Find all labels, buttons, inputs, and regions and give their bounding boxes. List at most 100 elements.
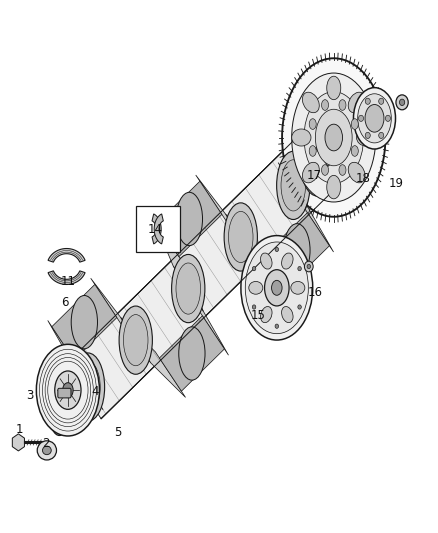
Ellipse shape: [353, 87, 396, 149]
Ellipse shape: [71, 353, 105, 421]
Text: 16: 16: [308, 286, 323, 298]
Circle shape: [385, 115, 390, 122]
Ellipse shape: [224, 203, 258, 271]
Polygon shape: [48, 271, 85, 285]
Ellipse shape: [339, 100, 346, 110]
Ellipse shape: [282, 253, 293, 269]
Ellipse shape: [358, 94, 391, 143]
Circle shape: [399, 99, 405, 106]
Ellipse shape: [36, 344, 99, 436]
Circle shape: [396, 95, 408, 110]
Ellipse shape: [42, 446, 51, 455]
Text: 11: 11: [60, 275, 75, 288]
Ellipse shape: [176, 192, 202, 246]
Polygon shape: [316, 130, 347, 166]
Polygon shape: [265, 213, 329, 288]
Ellipse shape: [265, 270, 289, 306]
Ellipse shape: [71, 295, 98, 349]
Ellipse shape: [339, 165, 346, 175]
Polygon shape: [152, 214, 161, 244]
Text: 6: 6: [61, 296, 69, 309]
Ellipse shape: [282, 306, 293, 322]
Polygon shape: [153, 217, 203, 311]
Text: 14: 14: [148, 223, 163, 236]
Ellipse shape: [300, 128, 334, 196]
Polygon shape: [157, 181, 222, 257]
Circle shape: [275, 324, 279, 328]
Polygon shape: [65, 130, 340, 419]
Ellipse shape: [179, 327, 205, 380]
Circle shape: [252, 305, 256, 309]
Circle shape: [252, 266, 256, 271]
Circle shape: [275, 247, 279, 252]
Ellipse shape: [348, 163, 365, 183]
Ellipse shape: [357, 129, 376, 146]
Polygon shape: [226, 214, 290, 294]
Ellipse shape: [281, 160, 306, 211]
Circle shape: [298, 266, 301, 271]
Text: 1: 1: [16, 423, 24, 435]
Polygon shape: [159, 316, 224, 391]
Ellipse shape: [63, 383, 73, 398]
Ellipse shape: [325, 124, 343, 151]
Polygon shape: [48, 320, 103, 410]
Ellipse shape: [348, 92, 365, 112]
Text: 19: 19: [389, 177, 404, 190]
Ellipse shape: [176, 263, 201, 314]
Polygon shape: [154, 214, 163, 244]
Ellipse shape: [37, 441, 57, 460]
Ellipse shape: [277, 151, 310, 220]
Ellipse shape: [55, 371, 81, 409]
Text: 18: 18: [356, 172, 371, 185]
Ellipse shape: [50, 395, 69, 435]
Polygon shape: [52, 285, 117, 360]
Ellipse shape: [245, 242, 308, 334]
Ellipse shape: [321, 100, 328, 110]
Polygon shape: [278, 163, 334, 252]
Ellipse shape: [315, 109, 352, 166]
Ellipse shape: [332, 118, 351, 159]
Ellipse shape: [302, 163, 319, 183]
Polygon shape: [12, 434, 25, 451]
Polygon shape: [53, 383, 89, 424]
Ellipse shape: [321, 165, 328, 175]
Ellipse shape: [309, 146, 316, 156]
Ellipse shape: [261, 253, 272, 269]
Ellipse shape: [292, 129, 311, 146]
Ellipse shape: [302, 92, 319, 112]
Polygon shape: [173, 266, 229, 355]
Text: 17: 17: [307, 169, 322, 182]
Text: 2: 2: [42, 437, 50, 450]
Ellipse shape: [241, 236, 313, 340]
Text: 5: 5: [114, 426, 121, 439]
Polygon shape: [120, 317, 186, 398]
Ellipse shape: [304, 92, 364, 183]
Ellipse shape: [305, 136, 329, 188]
Text: 3: 3: [26, 389, 33, 402]
Circle shape: [379, 132, 384, 139]
Ellipse shape: [365, 104, 384, 132]
Ellipse shape: [119, 306, 152, 374]
Polygon shape: [91, 278, 151, 363]
Ellipse shape: [327, 76, 341, 100]
Ellipse shape: [351, 146, 358, 156]
Circle shape: [379, 98, 384, 104]
Ellipse shape: [282, 58, 385, 217]
Polygon shape: [48, 248, 85, 262]
Circle shape: [359, 115, 364, 122]
Ellipse shape: [76, 361, 100, 413]
Text: 15: 15: [251, 309, 266, 322]
FancyBboxPatch shape: [58, 389, 71, 398]
Circle shape: [365, 132, 370, 139]
Circle shape: [307, 264, 311, 269]
Ellipse shape: [309, 119, 316, 130]
Ellipse shape: [261, 306, 272, 322]
Ellipse shape: [272, 280, 282, 295]
Bar: [136, 206, 180, 252]
Ellipse shape: [292, 73, 376, 202]
Circle shape: [304, 261, 313, 272]
Ellipse shape: [327, 175, 341, 199]
Ellipse shape: [172, 254, 205, 322]
Ellipse shape: [249, 281, 263, 294]
Ellipse shape: [284, 224, 310, 277]
